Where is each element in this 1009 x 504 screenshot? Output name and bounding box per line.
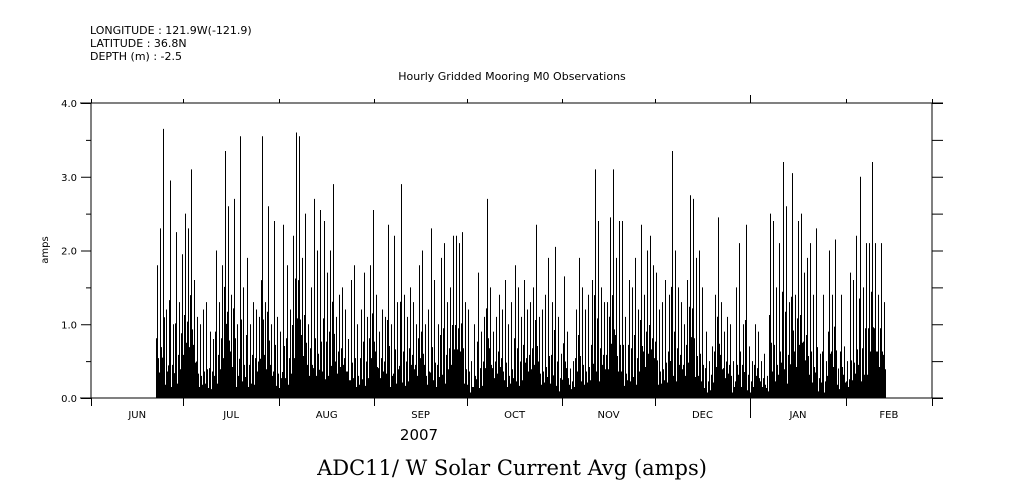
x-tick-label: SEP [411, 410, 430, 421]
x-tick-label: DEC [692, 410, 713, 421]
year-label: 2007 [400, 426, 438, 444]
axes: 0.0 1.0 2.0 3.0 4.0 JUN JUL AUG SEP OCT NOV DEC JAN F… [61, 95, 943, 421]
y-tick-label: 4.0 [61, 99, 77, 110]
y-tick-label: 1.0 [61, 320, 77, 331]
longitude-label: LONGITUDE : 121.9W(-121.9) [90, 24, 252, 37]
x-axis-label: ADC11/ W Solar Current Avg (amps) [316, 456, 707, 480]
x-tick-label: AUG [316, 410, 338, 421]
x-tick-label: NOV [598, 410, 620, 421]
x-tick-label: JAN [788, 410, 806, 421]
data-bars [156, 128, 886, 398]
chart-title: Hourly Gridded Mooring M0 Observations [398, 70, 626, 83]
x-tick-label: OCT [504, 410, 526, 421]
x-tick-label: FEB [879, 410, 898, 421]
y-tick-label: 2.0 [61, 247, 77, 258]
x-tick-label: JUL [222, 410, 239, 421]
x-tick-label: JUN [127, 410, 146, 421]
y-axis-label: amps [40, 236, 51, 263]
y-tick-label: 3.0 [61, 173, 77, 184]
y-tick-label: 0.0 [61, 394, 77, 405]
depth-label: DEPTH (m) : -2.5 [90, 50, 182, 63]
latitude-label: LATITUDE : 36.8N [90, 37, 187, 50]
